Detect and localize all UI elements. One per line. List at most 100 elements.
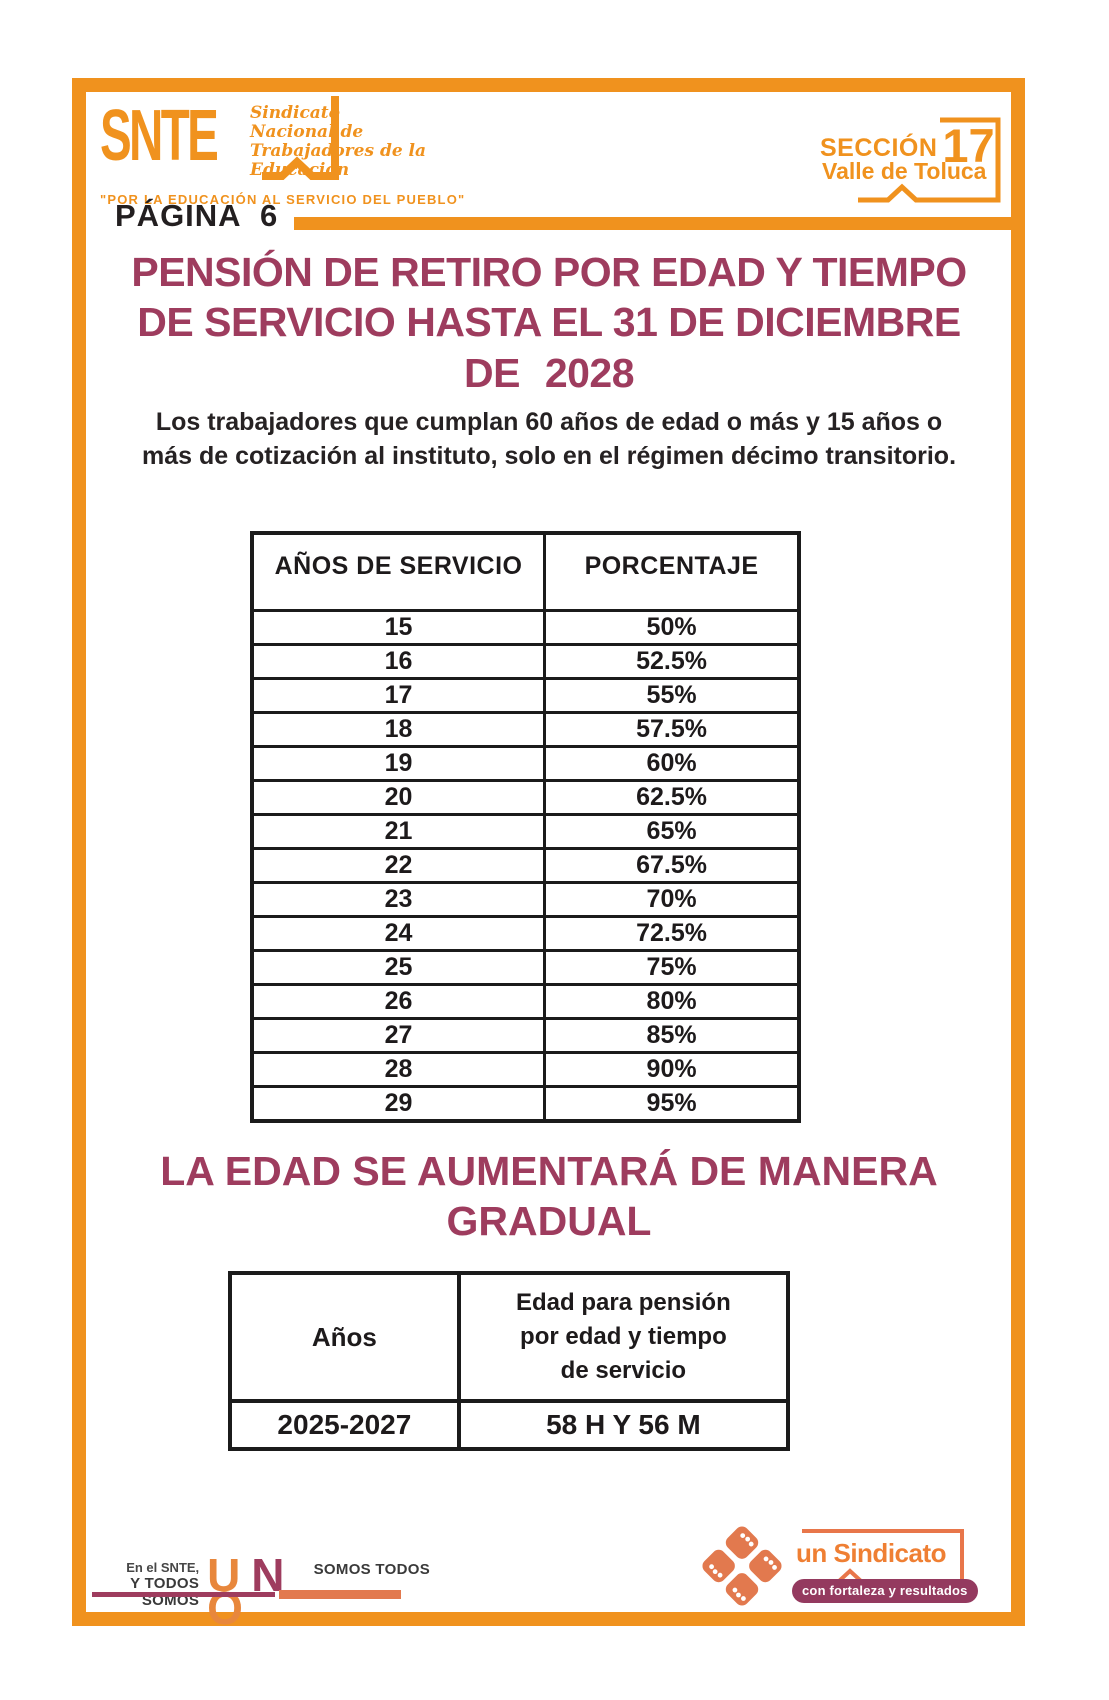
table-row: 18 57.5% [250,711,801,748]
table-row: 19 60% [250,745,801,782]
uno-letter-n: N [251,1549,284,1601]
page-border-frame [72,78,1025,1626]
years-cell: 26 [250,983,547,1020]
years-cell: 18 [250,711,547,748]
years-cell: 17 [250,677,547,714]
snte-name-line: Educación [250,160,350,181]
table-row: 29 95% [250,1085,801,1123]
col-header-edad-line: por edad y tiempo [520,1322,727,1350]
snte-full-name: Sindicato Nacional de Trabajadores de la… [250,103,427,181]
page-label-rule [294,216,1011,230]
section-bracket-icon [858,117,1001,203]
snte-name-line: Trabajadores de la [250,141,427,162]
table-row: 16 52.5% [250,643,801,680]
table-row: 26 80% [250,983,801,1020]
uno-underline-salmon [279,1590,401,1599]
years-cell: 23 [250,881,547,918]
main-title: PENSIÓN DE RETIRO POR EDAD Y TIEMPO DE S… [87,247,1011,398]
snte-logo-bracket-icon [262,96,339,180]
percentage-cell: 80% [543,983,801,1020]
years-cell: 16 [250,643,547,680]
section-region: Valle de Toluca [822,158,987,184]
intro-text: Los trabajadores que cumplan 60 años de … [87,405,1011,474]
years-cell: 27 [250,1017,547,1054]
age-table: Años Edad para pensión por edad y tiempo… [228,1271,791,1451]
uno-letter-u: U [207,1549,240,1601]
percentage-cell: 55% [543,677,801,714]
section-label: SECCIÓN [820,133,938,162]
page-label: PÁGINA 6 [115,198,279,233]
percentage-cell: 85% [543,1017,801,1054]
col-header-porcentaje: PORCENTAJE [543,531,801,612]
section-title: SECCIÓN 17 [820,119,995,172]
table-row: 23 70% [250,881,801,918]
brand-tagline-pill: con fortaleza y resultados [792,1579,978,1603]
uno-slogan-small-text: En el SNTE, Y TODOS SOMOS [90,1560,200,1609]
uno-letter-o: O [207,1582,243,1635]
col-header-edad-line: de servicio [560,1357,687,1385]
years-cell: 25 [250,949,547,986]
uno-underline-maroon [92,1592,275,1597]
percentage-cell: 52.5% [543,643,801,680]
service-percentage-table: AÑOS DE SERVICIO PORCENTAJE 15 50% 16 52.5… [250,531,801,1123]
uno-slogan-right-text: SOMOS TODOS [313,1561,430,1578]
sindicato-brand: un Sindicato con fortaleza y resultados [698,1522,988,1614]
snte-name-line: Nacional de [250,122,364,143]
snte-logo-text: SNTE [100,96,219,176]
years-cell: 29 [250,1085,547,1123]
percentage-cell: 62.5% [543,779,801,816]
table-row: 20 62.5% [250,779,801,816]
years-cell: 15 [250,609,547,646]
table-row: 17 55% [250,677,801,714]
col-header-edad-pension: Edad para pensión por edad y tiempo de s… [456,1271,791,1403]
table-row: 24 72.5% [250,915,801,952]
main-title-line: PENSIÓN DE RETIRO POR EDAD Y TIEMPO [131,249,967,295]
section-number: 17 [942,119,995,172]
uno-slogan-line1: En el SNTE, [126,1560,200,1575]
percentage-cell: 67.5% [543,847,801,884]
col-header-anos-de-servicio: AÑOS DE SERVICIO [250,531,547,612]
uno-slogan: En el SNTE, Y TODOS SOMOS U N O SOMOS TO… [90,1552,430,1631]
years-cell: 21 [250,813,547,850]
main-title-line: DE SERVICIO HASTA EL 31 DE DICIEMBRE [137,299,961,346]
table-row: 15 50% [250,609,801,646]
section-badge: SECCIÓN 17 Valle de Toluca [812,112,1012,207]
percentage-cell: 72.5% [543,915,801,952]
percentage-cell: 65% [543,813,801,850]
table-row: 2025-2027 58 H Y 56 M [228,1399,791,1451]
percentage-cell: 95% [543,1085,801,1123]
brand-name: un Sindicato [796,1538,947,1568]
table-row: 21 65% [250,813,801,850]
service-table-header-row: AÑOS DE SERVICIO PORCENTAJE [250,531,801,612]
table-row: 25 75% [250,949,801,986]
hands-icon [702,1526,782,1606]
years-cell: 24 [250,915,547,952]
table-row: 27 85% [250,1017,801,1054]
years-cell: 20 [250,779,547,816]
years-cell: 28 [250,1051,547,1088]
col-header-edad-line: Edad para pensión [516,1288,731,1316]
table-row: 22 67.5% [250,847,801,884]
gradual-subtitle-line: LA EDAD SE AUMENTARÁ DE MANERA [160,1148,938,1194]
table-row: 28 90% [250,1051,801,1088]
page-label-row: PÁGINA 6 [115,198,1011,234]
years-cell: 22 [250,847,547,884]
age-table-header-row: Años Edad para pensión por edad y tiempo… [228,1271,791,1403]
percentage-cell: 90% [543,1051,801,1088]
percentage-cell: 57.5% [543,711,801,748]
age-cell: 58 H Y 56 M [456,1399,791,1451]
percentage-cell: 50% [543,609,801,646]
snte-motto: "POR LA EDUCACIÓN AL SERVICIO DEL PUEBLO… [100,192,466,207]
percentage-cell: 60% [543,745,801,782]
percentage-cell: 70% [543,881,801,918]
snte-name-line: Sindicato [250,103,340,123]
percentage-cell: 75% [543,949,801,986]
intro-line: Los trabajadores que cumplan 60 años de … [155,408,943,436]
col-header-anos: Años [228,1271,461,1403]
intro-line: más de cotización al instituto, solo en … [141,442,957,471]
gradual-subtitle: LA EDAD SE AUMENTARÁ DE MANERA GRADUAL [87,1146,1011,1246]
years-cell: 19 [250,745,547,782]
years-range-cell: 2025-2027 [228,1399,461,1451]
gradual-subtitle-line: GRADUAL [446,1198,652,1245]
